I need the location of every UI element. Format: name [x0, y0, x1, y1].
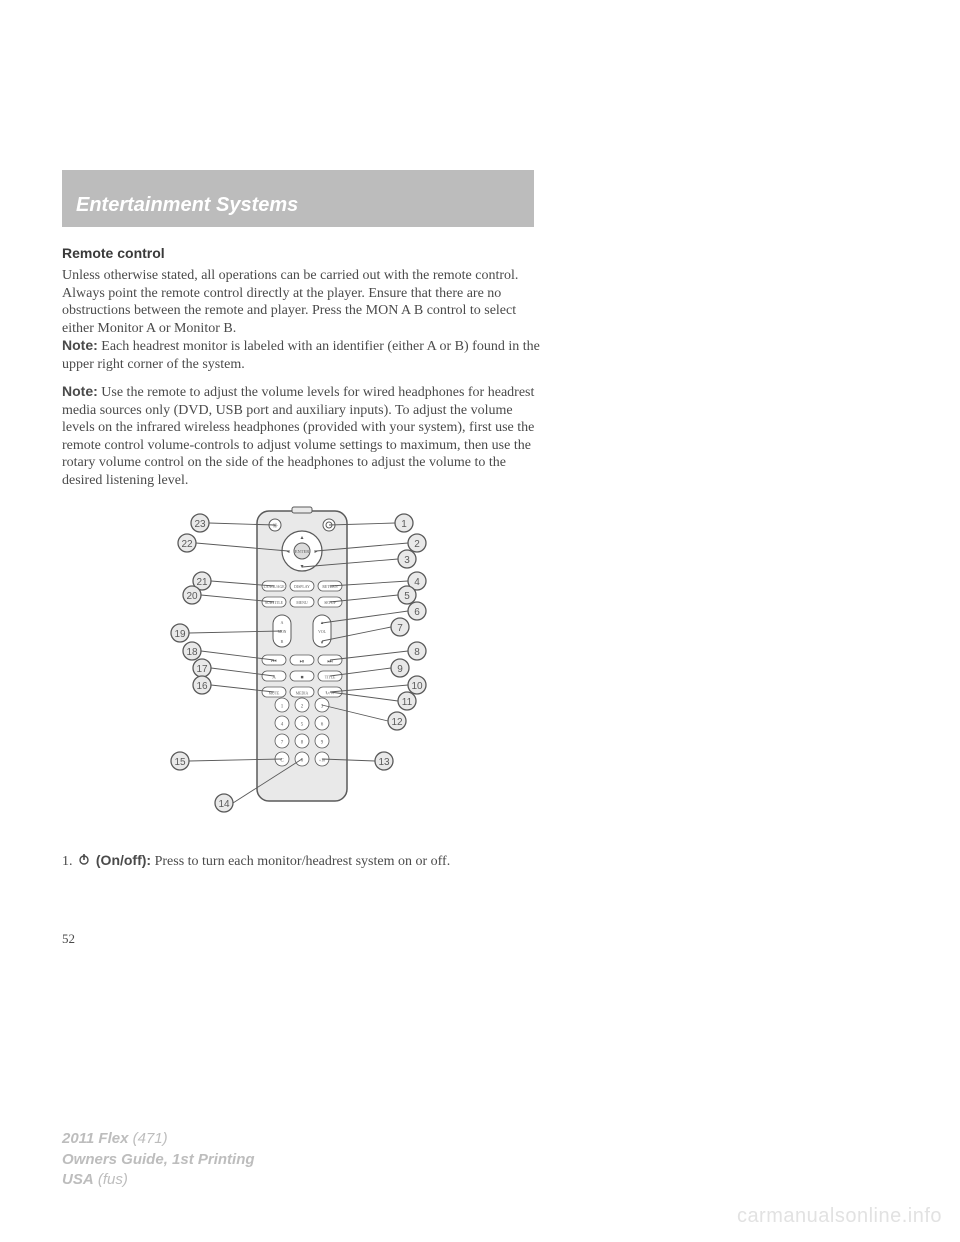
svg-text:8: 8	[414, 647, 420, 658]
svg-text:13: 13	[378, 757, 390, 768]
svg-text:1: 1	[401, 519, 407, 530]
svg-text:+10: +10	[319, 758, 325, 763]
svg-text:B: B	[281, 639, 284, 644]
svg-text:5: 5	[404, 591, 410, 602]
footer: 2011 Flex (471) Owners Guide, 1st Printi…	[62, 1129, 255, 1190]
svg-text:A: A	[281, 620, 284, 625]
list-item-1-text: Press to turn each monitor/headrest syst…	[151, 854, 450, 869]
svg-text:21: 21	[196, 577, 208, 588]
svg-text:12: 12	[391, 717, 403, 728]
svg-text:2: 2	[414, 539, 420, 550]
svg-text:17: 17	[196, 664, 208, 675]
footer-region-code: (fus)	[94, 1171, 128, 1188]
list-item-1-number: 1.	[62, 854, 76, 869]
svg-text:MENU: MENU	[296, 601, 307, 605]
svg-text:MON: MON	[278, 630, 287, 634]
list-item-1: 1. (On/off): Press to turn each monitor/…	[62, 851, 542, 871]
svg-text:3: 3	[404, 555, 410, 566]
svg-text:7: 7	[397, 623, 403, 634]
paragraph-2-text: Use the remote to adjust the volume leve…	[62, 385, 534, 488]
svg-text:4: 4	[414, 577, 420, 588]
remote-control-diagram: ✳ENTER▴▾◂▸LANGUAGEDISPLAYRETURNSUBTITLEM…	[62, 503, 542, 833]
svg-text:18: 18	[186, 647, 198, 658]
note-label-2: Note:	[62, 383, 98, 399]
section-header: Entertainment Systems	[62, 170, 534, 227]
svg-text:✳: ✳	[272, 522, 278, 530]
subheading-remote-control: Remote control	[62, 245, 720, 261]
footer-code: (471)	[128, 1130, 167, 1147]
svg-text:10: 10	[411, 681, 423, 692]
paragraph-1b: Each headrest monitor is labeled with an…	[62, 339, 540, 372]
svg-text:9: 9	[397, 664, 403, 675]
watermark: carmanualsonline.info	[737, 1205, 942, 1228]
svg-text:22: 22	[181, 539, 193, 550]
svg-text:19: 19	[174, 629, 186, 640]
svg-text:14: 14	[218, 799, 230, 810]
svg-text:15: 15	[174, 757, 186, 768]
footer-region: USA	[62, 1171, 94, 1188]
svg-text:◂: ◂	[286, 549, 289, 555]
note-label-1: Note:	[62, 337, 98, 353]
paragraph-2: Note: Use the remote to adjust the volum…	[62, 383, 542, 489]
power-icon	[78, 853, 90, 871]
svg-text:20: 20	[186, 591, 198, 602]
svg-text:■: ■	[300, 676, 303, 681]
paragraph-1a: Unless otherwise stated, all operations …	[62, 268, 518, 336]
paragraph-1: Unless otherwise stated, all operations …	[62, 267, 542, 373]
svg-text:▸: ▸	[314, 549, 317, 555]
svg-text:ENTER: ENTER	[295, 549, 310, 554]
section-title: Entertainment Systems	[76, 194, 534, 217]
svg-text:6: 6	[414, 607, 420, 618]
svg-text:MUTE: MUTE	[269, 692, 280, 696]
svg-text:16: 16	[196, 681, 208, 692]
svg-text:11: 11	[402, 697, 413, 708]
page-number: 52	[62, 931, 720, 947]
svg-text:MEDIA: MEDIA	[296, 692, 309, 696]
footer-guide: Owners Guide, 1st Printing	[62, 1150, 255, 1170]
svg-text:23: 23	[194, 519, 206, 530]
footer-model: 2011 Flex	[62, 1130, 128, 1147]
svg-text:VOL: VOL	[318, 630, 326, 634]
svg-text:▴: ▴	[300, 535, 303, 541]
svg-text:DISPLAY: DISPLAY	[294, 585, 310, 589]
list-item-1-label: (On/off):	[92, 852, 151, 868]
svg-text:⏯: ⏯	[300, 659, 305, 665]
